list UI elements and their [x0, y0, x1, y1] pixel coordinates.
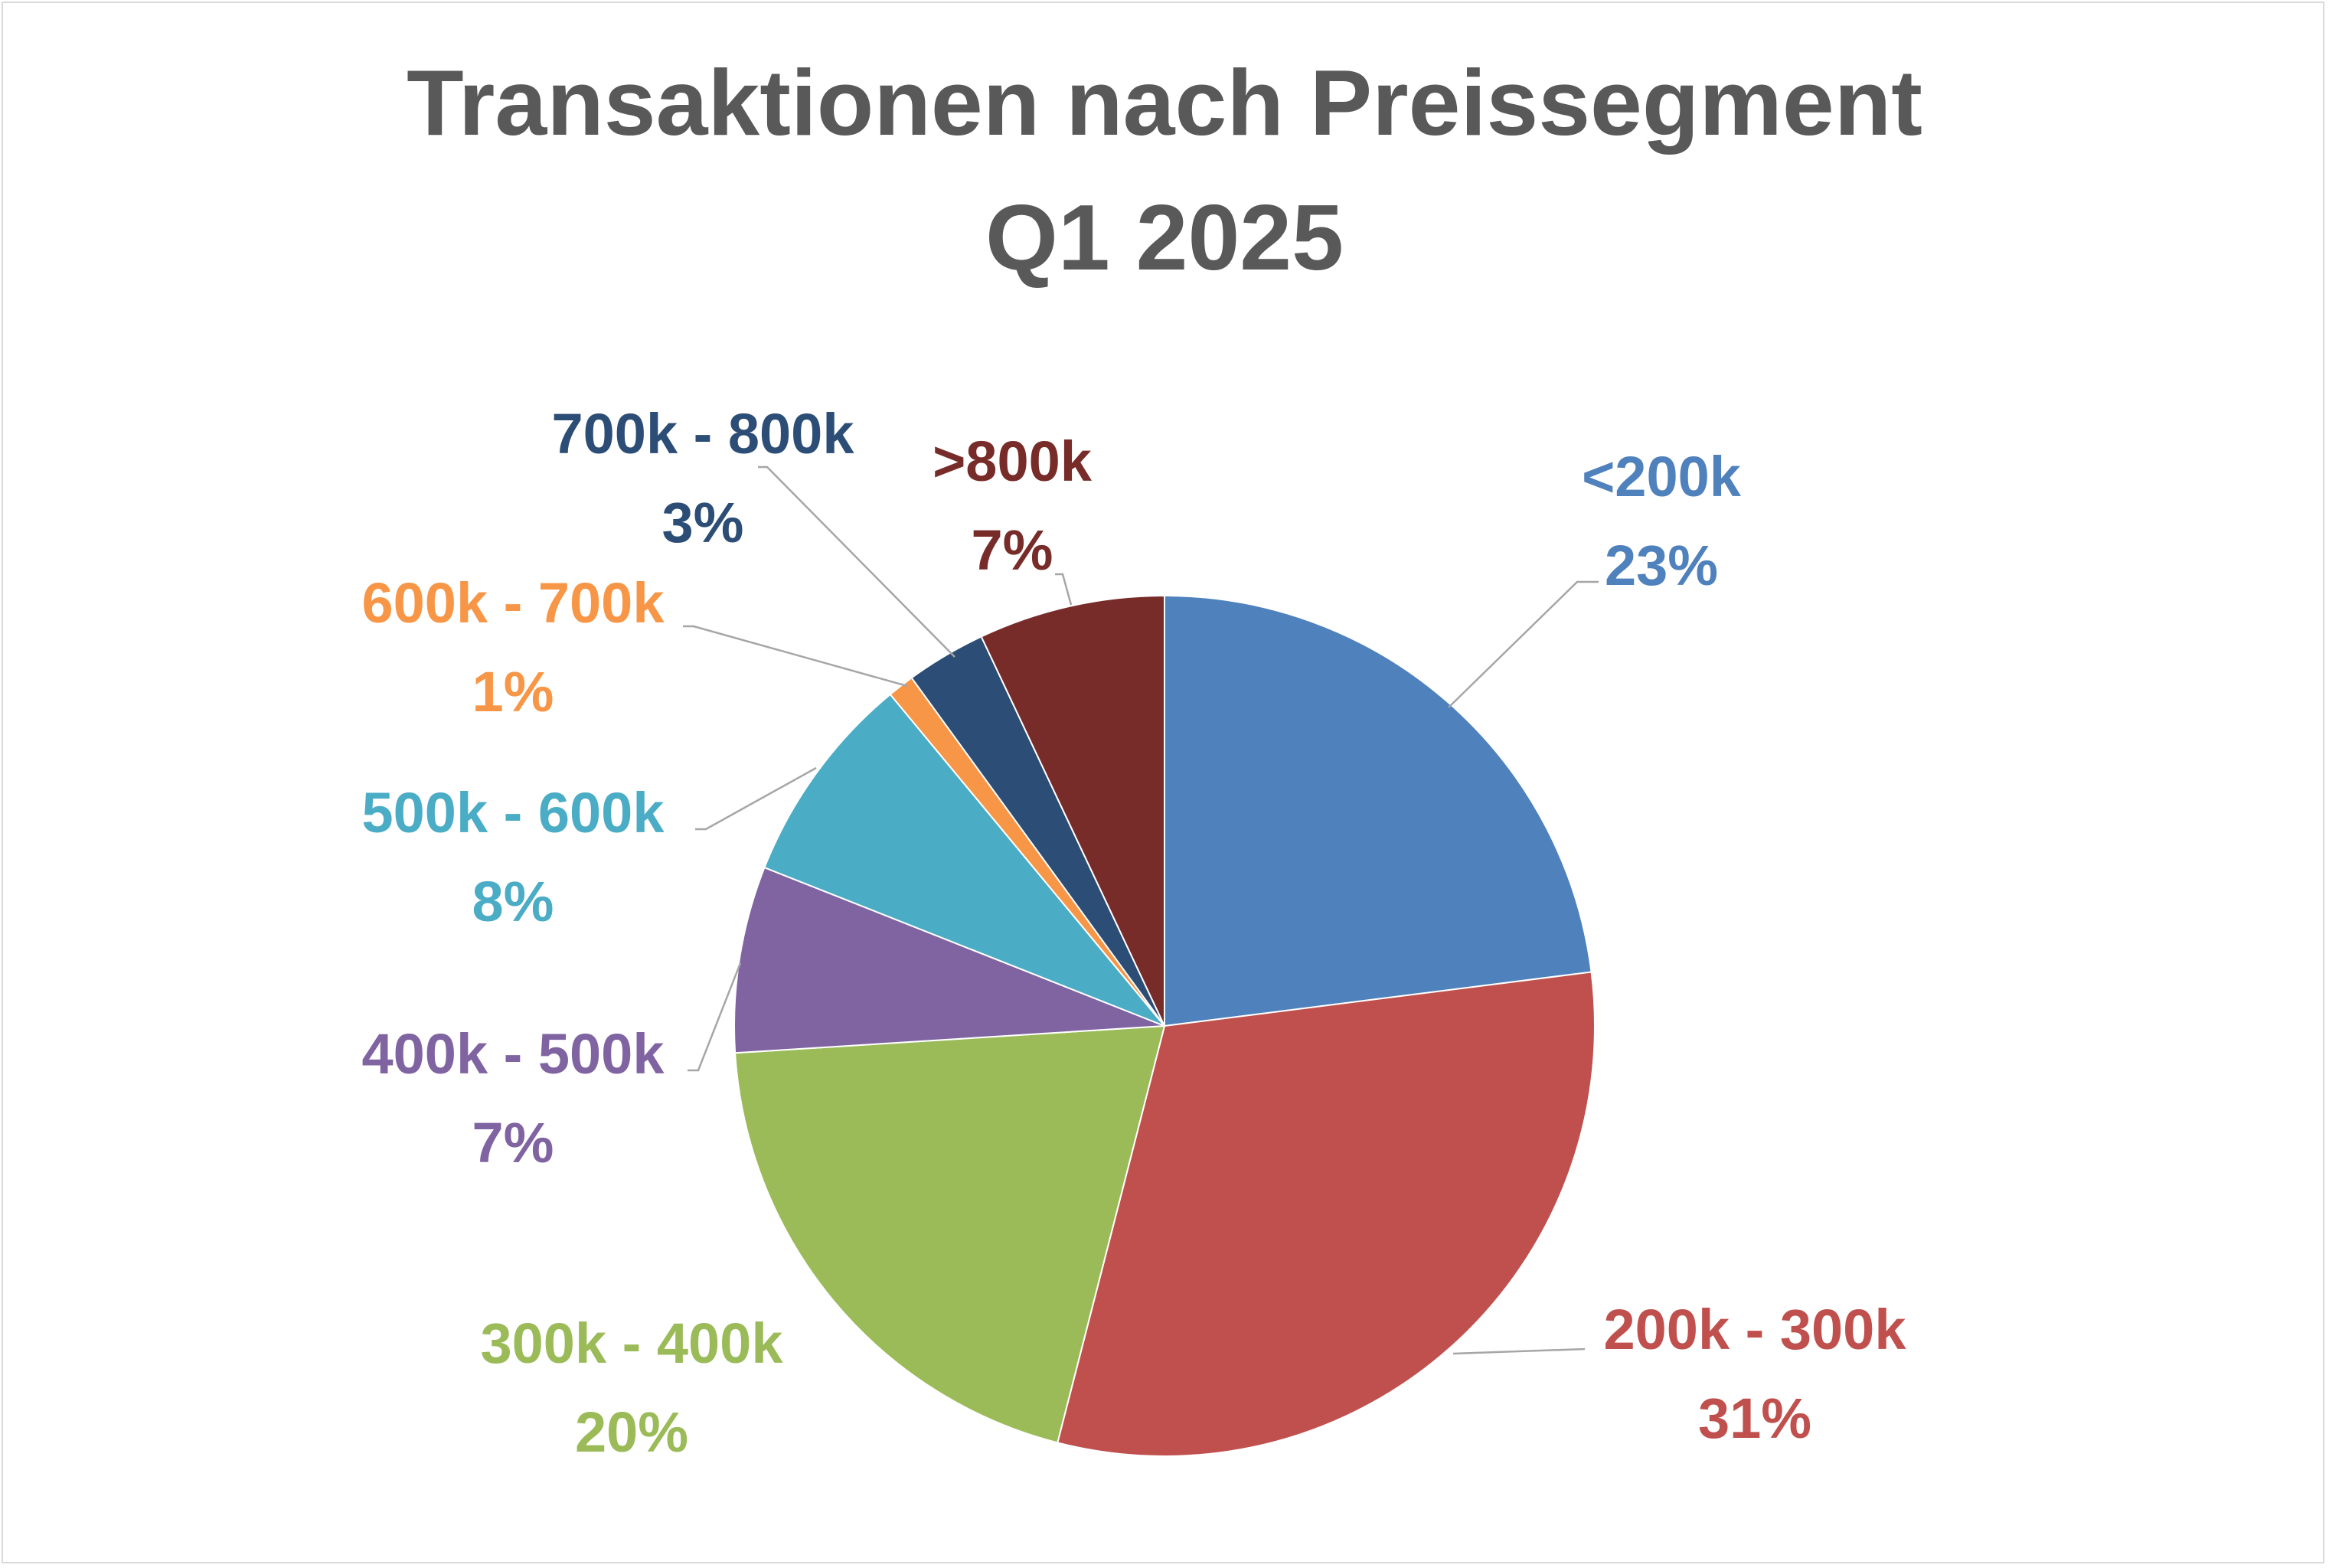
data-label-category: <200k: [1582, 445, 1742, 508]
data-label-percent: 31%: [1698, 1387, 1811, 1450]
leader-line: [683, 625, 908, 688]
data-label-category: 600k - 700k: [361, 571, 665, 635]
leader-line: [758, 466, 955, 658]
data-label-category: 300k - 400k: [480, 1312, 783, 1375]
data-label-category: 700k - 800k: [551, 402, 854, 466]
pie-slice: [980, 594, 1165, 1027]
chart-title-line-1: Transaktionen nach Preissegment: [407, 51, 1922, 155]
data-label-percent: 8%: [472, 870, 554, 933]
chart-title-line-2: Q1 2025: [985, 185, 1344, 289]
data-label-percent: 20%: [575, 1400, 688, 1464]
data-label-category: 500k - 600k: [361, 781, 665, 844]
data-label-percent: 3%: [662, 491, 744, 554]
leader-line: [688, 962, 742, 1072]
data-label-percent: 7%: [472, 1111, 554, 1174]
data-label-percent: 1%: [472, 660, 554, 724]
leader-line: [695, 766, 817, 831]
pie-slice: [734, 1024, 1166, 1444]
data-label-category: 400k - 500k: [361, 1022, 665, 1086]
leader-line: [1452, 1348, 1586, 1355]
pie-slice: [733, 866, 1165, 1054]
chart-title: Transaktionen nach Preissegment Q1 2025: [407, 51, 1922, 289]
leader-lines: [683, 466, 1599, 1355]
data-label-percent: 7%: [972, 518, 1053, 582]
data-label-percent: 23%: [1605, 534, 1718, 597]
data-label-category: >800k: [933, 430, 1093, 493]
leader-line: [1448, 580, 1599, 708]
pie-slice: [763, 693, 1165, 1027]
leader-line: [1055, 573, 1073, 606]
data-labels: <200k 23% 200k - 300k 31% 300k - 400k 20% 400k…: [361, 402, 1906, 1464]
pie-slice: [1164, 594, 1592, 1027]
pie-slice: [1057, 971, 1596, 1457]
data-label-category: 200k - 300k: [1603, 1298, 1906, 1361]
pie-slices: [733, 594, 1596, 1457]
